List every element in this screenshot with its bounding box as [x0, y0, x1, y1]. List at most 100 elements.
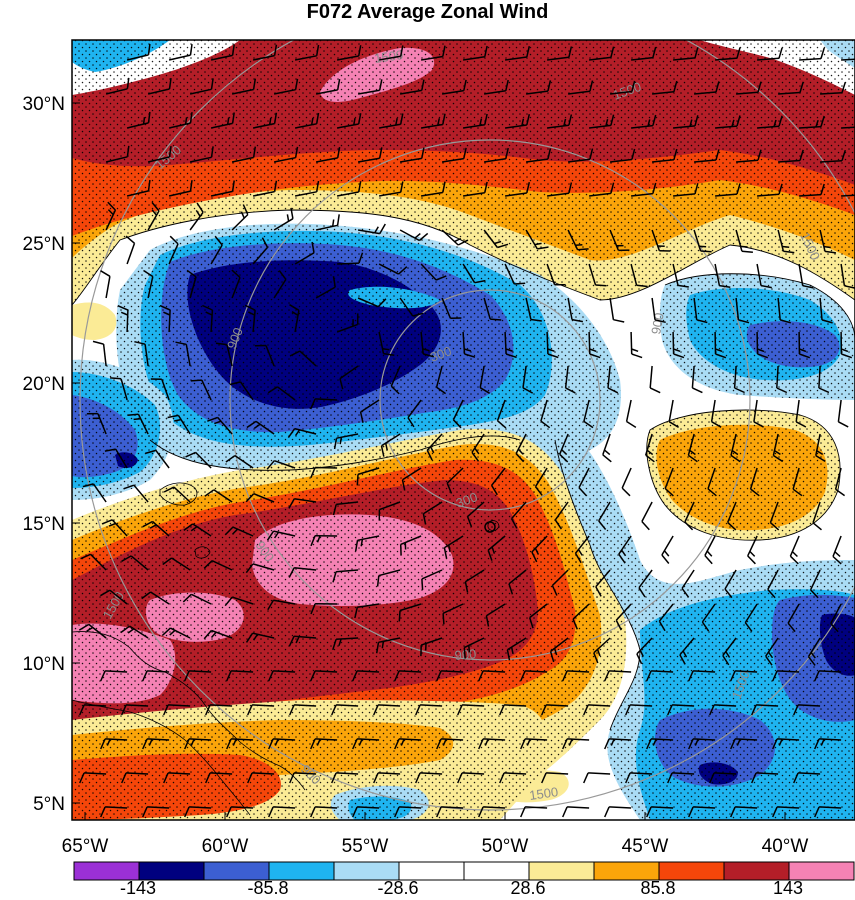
wind-barb-icon — [288, 498, 317, 509]
map-title: F072 Average Zonal Wind — [306, 1, 549, 23]
wind-barb-icon — [310, 738, 338, 750]
wind-barb-icon — [105, 145, 130, 163]
wind-barb-icon — [356, 467, 380, 486]
wind-barb-icon — [499, 772, 527, 784]
wind-barb-icon — [336, 313, 359, 333]
wind-barb-icon — [252, 237, 269, 265]
wind-barb-icon — [141, 591, 170, 605]
wind-barb-icon — [247, 772, 275, 784]
wind-barb-icon — [722, 637, 737, 666]
wind-barb-icon — [289, 304, 300, 333]
wind-barb-icon — [798, 331, 811, 359]
wind-barb-icon — [667, 704, 695, 716]
wind-barb-icon — [168, 180, 193, 197]
wind-barb-icon — [357, 297, 387, 308]
wind-barb-icon — [267, 599, 296, 611]
wind-barb-icon — [694, 149, 720, 163]
wind-barb-icon — [373, 772, 401, 784]
wind-barb-icon — [777, 297, 791, 324]
wind-barb-icon — [588, 331, 601, 359]
wind-barb-icon — [607, 365, 619, 394]
wind-barb-icon — [121, 704, 149, 716]
wind-barb-icon — [167, 414, 191, 435]
wind-barb-icon — [380, 433, 401, 457]
wind-barb-icon — [420, 113, 446, 129]
wind-barb-icon — [604, 806, 632, 818]
wind-barb-icon — [735, 229, 753, 253]
wind-barb-icon — [714, 331, 727, 359]
wind-barb-icon — [207, 416, 233, 435]
wind-barb-icon — [704, 535, 716, 565]
wind-barb-icon — [756, 263, 772, 289]
wind-barb-icon — [525, 229, 549, 250]
wind-barb-icon — [336, 113, 362, 129]
wind-barb-icon — [567, 229, 589, 251]
wind-barb-icon — [504, 114, 531, 129]
wind-barb-icon — [163, 486, 191, 503]
lon-label-50w: 50°W — [482, 836, 529, 857]
wind-barb-icon — [210, 236, 223, 265]
wind-barb-icon — [508, 569, 527, 595]
wind-barb-icon — [526, 80, 552, 95]
wind-barb-icon — [792, 467, 803, 497]
wind-barb-icon — [399, 79, 425, 95]
wind-barb-icon — [673, 47, 699, 61]
wind-barb-icon — [441, 147, 467, 163]
wind-barb-icon — [294, 112, 320, 129]
wind-barb-icon — [268, 806, 296, 818]
wind-barb-icon — [168, 44, 193, 61]
wind-barb-icon — [273, 270, 287, 299]
wind-barb-icon — [694, 81, 720, 95]
wind-barb-icon — [415, 772, 443, 784]
wind-barb-icon — [487, 535, 506, 561]
range-ring-1500 — [79, 40, 855, 811]
wind-barb-icon — [126, 179, 151, 197]
wind-barb-icon — [378, 181, 404, 197]
wind-barb-icon — [394, 738, 422, 750]
wind-barb-icon — [310, 398, 338, 410]
wind-barb-icon — [814, 670, 842, 682]
wind-barb-icon — [631, 46, 657, 61]
wind-barb-icon — [134, 340, 149, 367]
wind-barb-icon — [688, 738, 716, 750]
wind-barb-icon — [224, 596, 254, 607]
wind-barb-icon — [672, 331, 685, 359]
wind-barb-icon — [777, 229, 795, 254]
wind-barb-icon — [715, 47, 741, 61]
wind-barb-icon — [710, 399, 722, 428]
wind-barb-icon — [398, 603, 422, 622]
wind-barb-icon — [186, 269, 197, 299]
wind-barb-icon — [520, 670, 548, 682]
wind-barb-icon — [621, 467, 632, 497]
wind-barb-icon — [751, 704, 779, 716]
wind-barb-icon — [687, 433, 698, 463]
wind-barb-icon — [578, 467, 590, 497]
wind-barb-icon — [226, 738, 254, 750]
wind-barb-icon — [210, 44, 235, 61]
wind-barb-icon — [681, 569, 695, 598]
wind-barb-icon — [394, 670, 422, 682]
wind-barb-icon — [399, 229, 429, 242]
wind-barb-icon — [190, 379, 212, 401]
wind-barb-icon — [807, 637, 821, 666]
wind-barb-icon — [288, 566, 317, 578]
wind-barb-icon — [354, 535, 380, 552]
wind-barb-icon — [162, 557, 191, 571]
wind-barb-icon — [117, 305, 129, 333]
wind-barb-icon — [609, 229, 630, 252]
wind-barb-icon — [80, 553, 107, 571]
wind-barb-icon — [673, 115, 699, 129]
wind-barb-icon — [625, 399, 637, 429]
wind-barb-icon — [267, 386, 296, 401]
wind-barb-icon — [82, 483, 107, 503]
wind-barb-icon — [715, 183, 741, 197]
wind-barb-icon — [701, 603, 716, 632]
wind-barb-icon — [462, 181, 488, 197]
wind-barb-icon — [610, 80, 636, 95]
wind-barb-icon — [268, 738, 296, 750]
wind-barb-icon — [709, 772, 737, 784]
wind-barb-icon — [315, 214, 340, 231]
wind-barb-icon — [753, 399, 764, 428]
wind-barb-icon — [104, 448, 128, 469]
wind-barb-icon — [245, 632, 275, 643]
